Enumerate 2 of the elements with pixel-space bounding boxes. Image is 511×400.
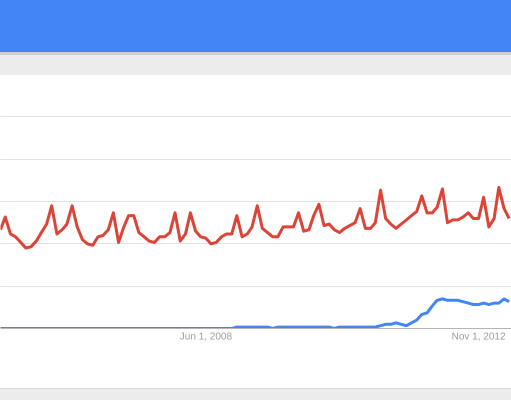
x-tick-label: Nov 1, 2012 bbox=[452, 332, 506, 342]
x-tick-label: Jun 1, 2008 bbox=[180, 332, 232, 342]
